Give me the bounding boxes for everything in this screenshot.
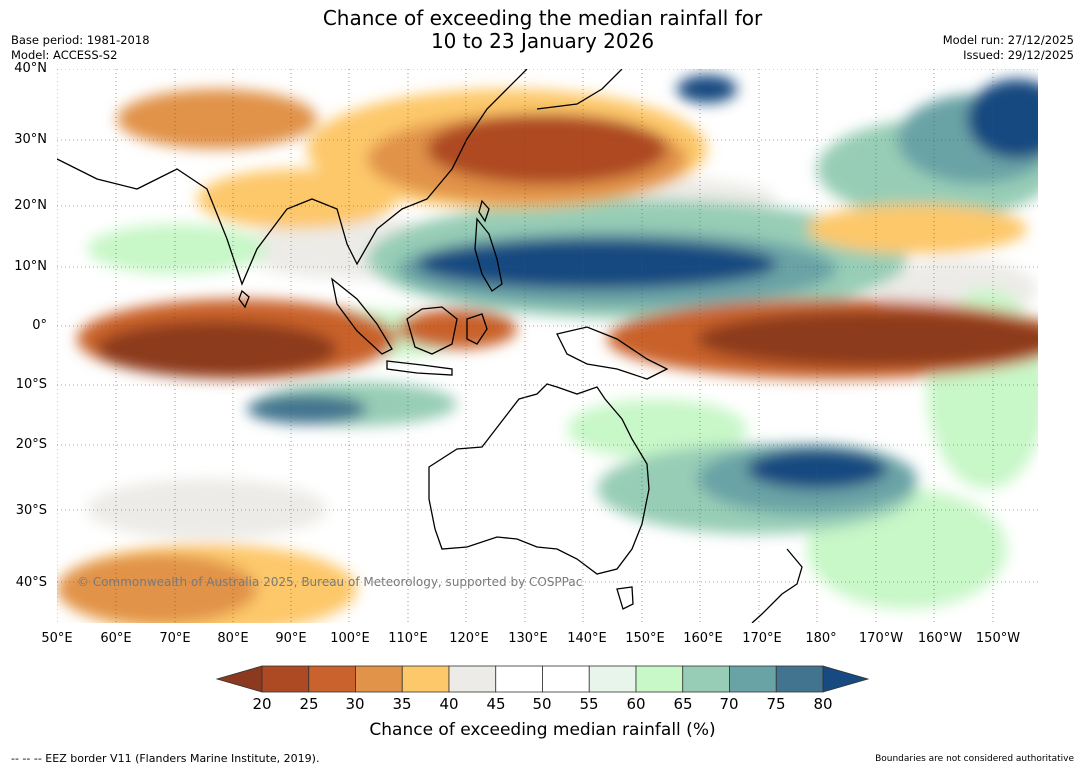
lat-label: 40°S	[15, 575, 47, 590]
lon-label: 160°E	[683, 631, 723, 646]
colorbar-tick: 35	[392, 695, 412, 713]
asia-coastline	[57, 69, 528, 286]
colorbar-tick: 50	[532, 695, 552, 713]
lon-label: 120°E	[449, 631, 489, 646]
model-run: Model run: 27/12/2025	[942, 33, 1074, 47]
australia-coastline	[428, 383, 650, 575]
issued-date: Issued: 29/12/2025	[963, 48, 1074, 62]
taiwan-coastline	[478, 199, 490, 223]
colorbar-tick: 75	[766, 695, 786, 713]
colorbar-tick: 40	[439, 695, 459, 713]
colorbar-segment	[448, 665, 497, 693]
lon-label: 110°E	[388, 631, 428, 646]
java-coastline	[386, 360, 453, 376]
lon-label: 170°W	[858, 631, 904, 646]
meta-left: Base period: 1981-2018 Model: ACCESS-S2	[11, 33, 150, 63]
lon-label: 130°E	[508, 631, 548, 646]
colorbar-segment	[729, 665, 777, 693]
new-guinea-coastline	[556, 326, 669, 380]
lat-label: 30°N	[14, 132, 47, 147]
lat-label: 30°S	[15, 503, 47, 518]
lat-label: 40°N	[14, 61, 47, 76]
colorbar-tick: 70	[719, 695, 739, 713]
lat-label: 20°S	[15, 437, 47, 452]
colorbar-segment	[401, 665, 450, 693]
colorbar-tick: 25	[299, 695, 319, 713]
lon-label: 170°E	[742, 631, 782, 646]
tasmania-coastline	[616, 586, 634, 610]
lon-label: 140°E	[567, 631, 607, 646]
sumatra-coastline	[331, 277, 393, 355]
colorbar-segment	[775, 665, 824, 693]
colorbar-segment	[261, 665, 310, 693]
eez-border-note: -- -- -- EEZ border V11 (Flanders Marine…	[11, 752, 320, 765]
colorbar-segment	[495, 665, 543, 693]
lon-label: 180°	[805, 631, 837, 646]
colorbar-tick: 30	[345, 695, 365, 713]
colorbar-segment	[308, 665, 356, 693]
lon-label: 60°E	[100, 631, 132, 646]
colorbar-extend-low	[215, 665, 263, 693]
lat-label: 10°N	[14, 259, 47, 274]
rainfall-field	[57, 75, 1038, 623]
colorbar-segment	[588, 665, 637, 693]
colorbar-tick: 20	[252, 695, 272, 713]
colorbar-tick: 60	[626, 695, 646, 713]
model-name: Model: ACCESS-S2	[11, 48, 118, 62]
lon-label: 70°E	[159, 631, 191, 646]
copyright-notice: © Commonwealth of Australia 2025, Bureau…	[77, 575, 583, 589]
new-zealand-coastline	[751, 548, 803, 623]
lon-label: 160°W	[917, 631, 963, 646]
colorbar-segment	[682, 665, 730, 693]
colorbar-segment	[542, 665, 590, 693]
philippines-coastline	[474, 217, 503, 292]
colorbar-tick: 55	[579, 695, 599, 713]
colorbar-tick: 65	[673, 695, 693, 713]
lon-label: 100°E	[330, 631, 370, 646]
lon-label: 80°E	[217, 631, 249, 646]
meta-right: Model run: 27/12/2025 Issued: 29/12/2025	[943, 33, 1074, 63]
map-title-line1: Chance of exceeding the median rainfall …	[322, 6, 763, 30]
graticule	[57, 69, 1038, 623]
colorbar-tick: 45	[486, 695, 506, 713]
lon-label: 150°E	[625, 631, 665, 646]
coastlines	[57, 69, 803, 623]
rainfall-map[interactable]	[57, 69, 1038, 623]
japan-coastline	[536, 69, 623, 110]
colorbar-label: Chance of exceeding median rainfall (%)	[369, 720, 716, 740]
sulawesi-coastline	[466, 313, 488, 345]
colorbar-segment	[355, 665, 403, 693]
map-title-line2: 10 to 23 January 2026	[430, 29, 655, 53]
boundary-disclaimer: Boundaries are not considered authoritat…	[875, 754, 1074, 764]
lon-label: 50°E	[41, 631, 73, 646]
sri-lanka-coastline	[238, 289, 250, 309]
lon-label: 90°E	[275, 631, 307, 646]
lon-label: 150°W	[975, 631, 1021, 646]
lat-label: 10°S	[15, 377, 47, 392]
lat-label: 20°N	[14, 198, 47, 213]
colorbar-tick: 80	[813, 695, 833, 713]
colorbar	[215, 665, 870, 693]
colorbar-extend-high	[822, 665, 870, 693]
lat-label: 0°	[32, 318, 47, 333]
base-period: Base period: 1981-2018	[11, 33, 150, 47]
borneo-coastline	[406, 306, 458, 355]
colorbar-segment	[635, 665, 684, 693]
